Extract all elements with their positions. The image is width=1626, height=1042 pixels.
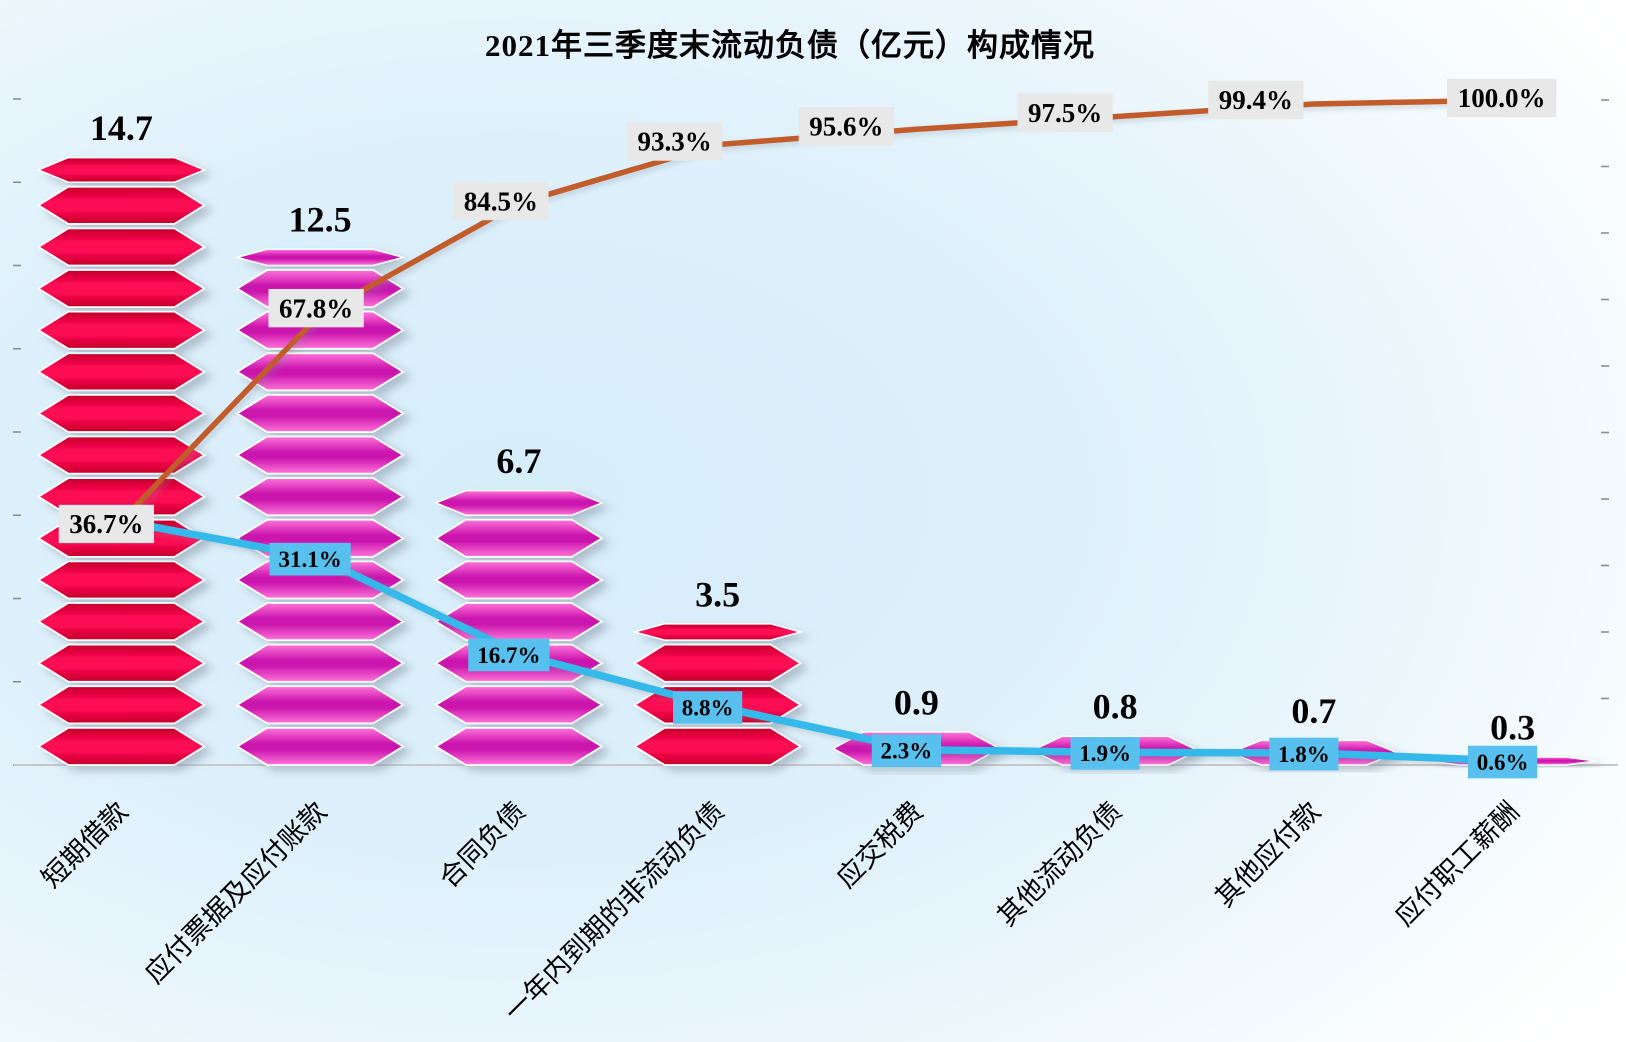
bar-segment-partial [36, 156, 207, 183]
svg-text:93.3%: 93.3% [638, 127, 712, 157]
cumulative-label: 100.0% [1446, 78, 1557, 118]
bar-segment [235, 477, 405, 517]
svg-text:100.0%: 100.0% [1458, 83, 1546, 113]
bar-segment [36, 560, 207, 600]
bar-segment [36, 726, 207, 766]
category-label: 其他流动负债 [992, 796, 1128, 932]
bar-value-label: 0.7 [1291, 691, 1336, 731]
share-label: 1.8% [1269, 737, 1339, 771]
cumulative-label: 99.4% [1208, 80, 1304, 120]
category-label: 短期借款 [36, 796, 134, 894]
bar-segment-partial [631, 623, 804, 641]
share-label: 31.1% [269, 542, 351, 576]
bar-segment [36, 310, 207, 350]
bar-segment [434, 602, 604, 642]
cumulative-label: 36.7% [58, 504, 155, 544]
bar-value-label: 6.7 [496, 441, 541, 481]
svg-text:99.4%: 99.4% [1219, 85, 1293, 115]
category-label: 一年内到期的非流动负债 [499, 796, 730, 1027]
bar-segment [434, 726, 604, 766]
share-label: 8.8% [673, 691, 743, 724]
bar-segment [235, 393, 405, 433]
share-label: 0.6% [1468, 745, 1538, 779]
bar-segment [235, 685, 405, 725]
bar-segment [235, 726, 405, 766]
category-label: 应付票据及应付账款 [139, 796, 332, 989]
bar-segment [36, 602, 207, 642]
bar-value-label: 0.8 [1093, 687, 1138, 727]
svg-text:97.5%: 97.5% [1028, 98, 1102, 128]
bar-segment [36, 352, 207, 392]
category-label: 应交税费 [831, 796, 929, 894]
svg-text:36.7%: 36.7% [69, 509, 143, 539]
bar-segment [36, 643, 207, 683]
category-label: 合同负债 [434, 796, 532, 894]
bar-value-label: 0.3 [1490, 708, 1535, 748]
cumulative-label: 95.6% [798, 107, 895, 146]
bar-value-label: 3.5 [695, 574, 740, 614]
svg-text:31.1%: 31.1% [279, 547, 342, 572]
share-label: 1.9% [1070, 737, 1140, 770]
chart-title: 2021年三季度末流动负债（亿元）构成情况 [485, 28, 1095, 63]
bar-segment [632, 726, 803, 766]
category-label: 其他应付款 [1209, 796, 1326, 913]
svg-text:1.9%: 1.9% [1079, 741, 1131, 766]
cumulative-label: 97.5% [1017, 93, 1113, 132]
bar-segment [434, 685, 604, 725]
svg-text:2.3%: 2.3% [881, 739, 933, 764]
bar-segment [434, 518, 604, 558]
bar-segment [632, 643, 803, 683]
svg-text:8.8%: 8.8% [682, 695, 734, 720]
bar-segment [36, 227, 207, 267]
bar-segment [36, 185, 207, 225]
bar-segment [36, 269, 207, 309]
share-label: 16.7% [468, 638, 550, 672]
bar-value-label: 12.5 [289, 200, 352, 240]
bar-segment [235, 643, 405, 683]
svg-text:84.5%: 84.5% [464, 186, 538, 216]
bar-segment [235, 602, 405, 642]
svg-text:67.8%: 67.8% [279, 293, 353, 323]
bar-segment [235, 435, 405, 475]
bar-value-label: 0.9 [894, 683, 939, 723]
bar-segment [235, 352, 405, 392]
bar-segment [434, 560, 604, 600]
share-label: 2.3% [871, 734, 941, 768]
bar-segment [36, 435, 207, 475]
cumulative-label: 93.3% [626, 122, 723, 161]
bar-segment-partial [234, 248, 406, 267]
bar-segment [36, 685, 207, 725]
svg-text:95.6%: 95.6% [809, 111, 883, 141]
cumulative-label: 84.5% [453, 181, 549, 221]
category-label: 应付职工薪酬 [1389, 796, 1525, 932]
bar-value-label: 14.7 [90, 108, 153, 148]
bar-segment-partial [433, 489, 604, 516]
bar-segment [36, 393, 207, 433]
svg-text:16.7%: 16.7% [477, 643, 540, 668]
svg-text:1.8%: 1.8% [1278, 742, 1330, 767]
cumulative-label: 67.8% [268, 288, 364, 328]
svg-text:0.6%: 0.6% [1477, 750, 1529, 775]
